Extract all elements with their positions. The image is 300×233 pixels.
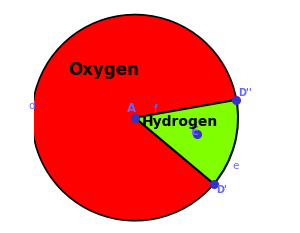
Text: e: e <box>232 161 239 171</box>
Text: D'': D'' <box>238 88 252 98</box>
Text: f: f <box>154 104 157 114</box>
Text: E: E <box>191 125 199 138</box>
Text: d: d <box>29 101 35 111</box>
Text: D': D' <box>216 185 226 195</box>
Text: Oxygen: Oxygen <box>68 61 139 79</box>
Wedge shape <box>32 15 236 221</box>
Text: Hydrogen: Hydrogen <box>142 115 218 129</box>
Text: A: A <box>127 102 136 115</box>
Wedge shape <box>135 100 238 184</box>
